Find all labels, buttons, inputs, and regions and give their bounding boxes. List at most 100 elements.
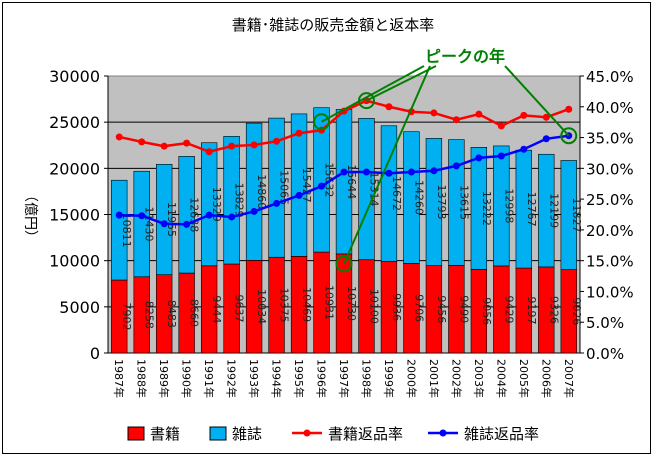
bar-label-books: 10100 xyxy=(367,289,380,324)
bar-magazines xyxy=(268,117,285,258)
point-books-return xyxy=(205,148,213,156)
bar-label-magazines: 11827 xyxy=(570,198,583,233)
left-tick-label: 10000 xyxy=(49,252,100,271)
bar-label-books: 10375 xyxy=(278,288,291,323)
right-tick-label: 45.0% xyxy=(586,68,634,86)
bar-magazines xyxy=(133,170,150,278)
x-tick-label: 1997年 xyxy=(337,359,351,398)
legend-swatch-magazines xyxy=(209,426,227,441)
bar-magazines xyxy=(560,160,577,270)
point-books-return xyxy=(430,109,438,117)
bar-magazines xyxy=(448,139,465,266)
bar-magazines xyxy=(470,146,488,270)
point-magazines-return xyxy=(475,154,483,162)
peak-marker xyxy=(335,255,353,273)
bar-label-books: 10931 xyxy=(323,285,336,320)
x-tick-label: 1999年 xyxy=(382,359,396,398)
right-tick-label: 25.0% xyxy=(586,191,634,209)
left-tick-label: 30000 xyxy=(49,67,100,86)
x-tick-label: 2006年 xyxy=(539,359,553,398)
point-books-return xyxy=(452,116,460,124)
left-tick-label: 0 xyxy=(90,344,100,363)
bar-label-magazines: 13329 xyxy=(210,187,223,222)
left-tick-label: 20000 xyxy=(49,159,100,178)
point-magazines-return xyxy=(430,167,438,175)
point-magazines-return xyxy=(452,162,460,170)
bar-magazines xyxy=(358,118,375,261)
bar-magazines xyxy=(178,156,195,274)
bar-label-magazines: 14672 xyxy=(390,176,403,211)
point-books-return xyxy=(250,141,258,149)
right-tick-label: 15.0% xyxy=(586,253,634,271)
bar-label-magazines: 12638 xyxy=(188,197,201,232)
bar-label-magazines: 12199 xyxy=(547,193,560,228)
point-magazines-return xyxy=(407,168,415,176)
bar-label-magazines: 13222 xyxy=(480,191,493,226)
bar-label-magazines: 11430 xyxy=(143,206,156,241)
bar-magazines xyxy=(538,153,555,268)
point-books-return xyxy=(385,103,393,111)
bar-magazines xyxy=(493,145,510,267)
bar-label-books: 10034 xyxy=(255,289,268,324)
legend-label-books: 書籍 xyxy=(150,425,180,443)
x-tick-label: 1993年 xyxy=(247,359,261,398)
right-tick-label: 30.0% xyxy=(586,160,634,178)
point-magazines-return xyxy=(228,213,236,221)
bar-label-books: 9026 xyxy=(570,297,583,325)
bar-label-magazines: 10811 xyxy=(120,213,133,248)
peak-pointer-line xyxy=(321,65,425,123)
bar-label-books: 8483 xyxy=(165,300,178,328)
bar-label-books: 9456 xyxy=(435,295,448,323)
legend-marker-magazines-return xyxy=(439,429,447,437)
bar-magazines xyxy=(380,125,398,262)
right-tick-label: 10.0% xyxy=(586,283,634,301)
bar-label-books: 9326 xyxy=(547,296,560,324)
point-magazines-return xyxy=(520,145,528,153)
point-books-return xyxy=(542,113,550,121)
bar-magazines xyxy=(200,142,218,267)
point-magazines-return xyxy=(138,212,146,220)
point-magazines-return xyxy=(362,168,370,176)
point-magazines-return xyxy=(295,191,303,199)
bar-label-magazines: 14860 xyxy=(255,174,268,209)
x-tick-label: 2001年 xyxy=(427,359,441,398)
x-tick-label: 2002年 xyxy=(449,359,463,398)
point-books-return xyxy=(475,110,483,118)
left-tick-label: 15000 xyxy=(49,206,100,225)
x-tick-label: 1998年 xyxy=(359,359,373,398)
bar-label-magazines: 11955 xyxy=(165,202,178,237)
bar-label-books: 7902 xyxy=(120,303,133,331)
right-tick-label: 35.0% xyxy=(586,130,634,148)
peak-marker xyxy=(560,127,578,145)
bar-label-books: 9637 xyxy=(233,295,246,323)
bar-magazines xyxy=(223,136,240,265)
point-magazines-return xyxy=(542,135,550,143)
x-tick-label: 1990年 xyxy=(180,359,194,398)
bar-label-books: 8660 xyxy=(188,299,201,327)
bar-label-magazines: 15314 xyxy=(367,172,380,207)
x-tick-label: 1992年 xyxy=(225,359,239,398)
bar-magazines xyxy=(290,113,308,257)
bar-label-books: 9444 xyxy=(210,295,223,323)
bar-label-magazines: 12767 xyxy=(525,192,538,227)
bar-label-magazines: 13829 xyxy=(233,183,246,218)
point-magazines-return xyxy=(497,152,505,160)
legend-label-magazines: 雑誌 xyxy=(232,425,262,443)
bar-magazines xyxy=(156,163,173,275)
bar-label-books: 9706 xyxy=(412,294,425,322)
x-tick-label: 2004年 xyxy=(494,359,508,398)
right-tick-label: 0.0% xyxy=(586,345,624,363)
bar-label-books: 10730 xyxy=(345,286,358,321)
left-tick-label: 5000 xyxy=(59,298,100,317)
peak-pointer-line xyxy=(504,65,570,137)
left-tick-label: 25000 xyxy=(49,113,100,132)
legend-marker-books-return xyxy=(303,429,311,437)
point-books-return xyxy=(520,111,528,119)
point-magazines-return xyxy=(340,168,348,176)
legend-swatch-books xyxy=(127,426,145,441)
point-books-return xyxy=(160,142,168,150)
bar-label-magazines: 15065 xyxy=(278,170,291,205)
x-tick-label: 1988年 xyxy=(135,359,149,398)
point-books-return xyxy=(183,139,191,147)
